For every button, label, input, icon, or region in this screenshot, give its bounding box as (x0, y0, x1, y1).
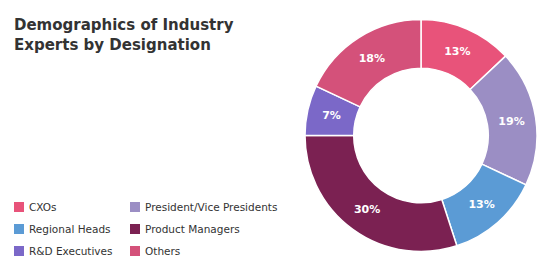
data-label: 19% (498, 115, 524, 128)
legend-swatch (130, 202, 140, 212)
legend-swatch (130, 224, 140, 234)
chart-title: Demographics of IndustryExperts by Desig… (14, 16, 234, 54)
legend-swatch (130, 246, 140, 256)
donut-slice (470, 56, 537, 185)
donut-slice (305, 136, 457, 252)
legend-swatch (14, 246, 24, 256)
data-label: 18% (359, 52, 385, 65)
legend-label: Regional Heads (29, 223, 111, 235)
data-label: 13% (444, 45, 470, 58)
legend-swatch (14, 202, 24, 212)
legend: CXOs President/Vice Presidents Regional He… (14, 201, 277, 257)
data-label: 13% (468, 198, 494, 211)
data-labels: 13% 19% 13% 30% 7% 18% (322, 45, 524, 216)
legend-label: President/Vice Presidents (145, 201, 277, 213)
donut (305, 20, 537, 252)
legend-label: Product Managers (145, 223, 240, 235)
data-label: 7% (322, 109, 341, 122)
legend-label: Others (145, 245, 180, 257)
legend-swatch (14, 224, 24, 234)
legend-label: R&D Executives (29, 245, 113, 257)
legend-label: CXOs (29, 201, 57, 213)
chart-svg: Demographics of IndustryExperts by Desig… (0, 0, 549, 271)
donut-slice (442, 164, 526, 246)
data-label: 30% (354, 203, 380, 216)
donut-slice (316, 20, 421, 107)
chart-container: Demographics of IndustryExperts by Desig… (0, 0, 549, 271)
